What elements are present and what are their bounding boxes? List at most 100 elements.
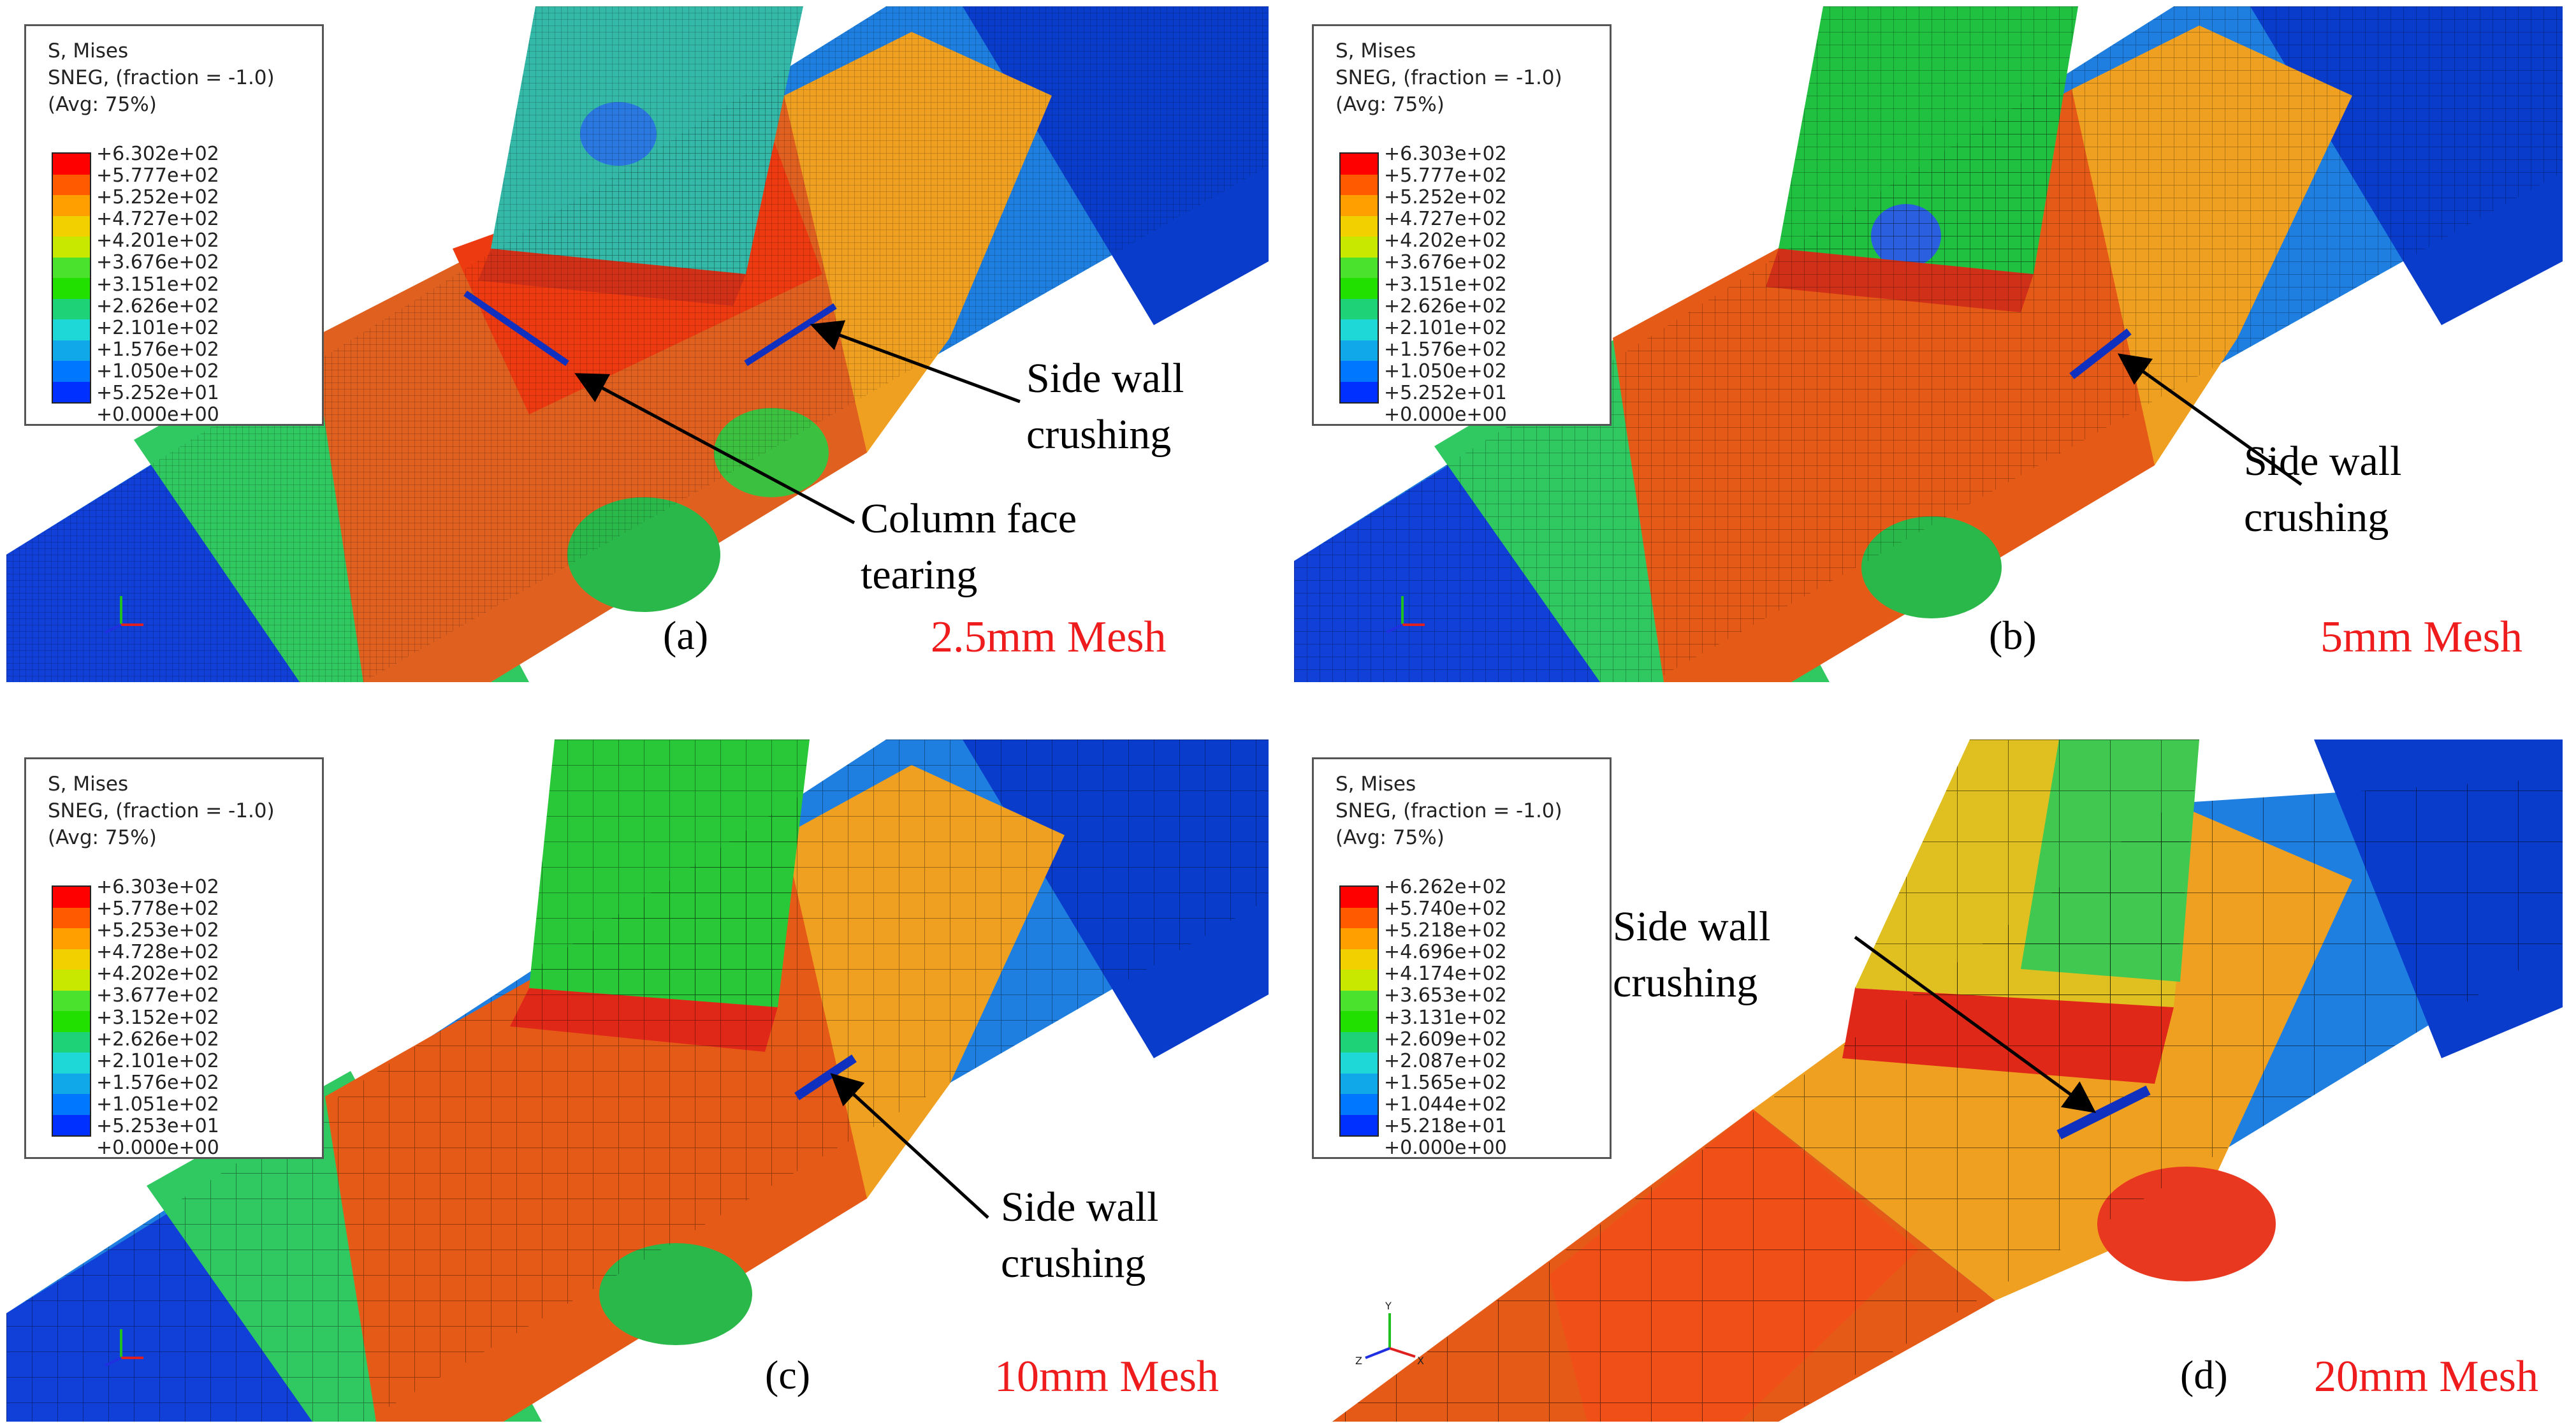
legend-value: +5.218e+01	[1384, 1115, 1507, 1138]
legend-value: +0.000e+00	[96, 404, 219, 426]
color-swatch	[53, 887, 90, 908]
legend-value: +5.740e+02	[1384, 898, 1507, 921]
legend-value: +2.609e+02	[1384, 1028, 1507, 1051]
legend-value: +5.777e+02	[96, 164, 219, 187]
legend-value: +2.101e+02	[1384, 316, 1507, 339]
legend-values: +6.302e+02 +5.777e+02 +5.252e+02 +4.727e…	[96, 143, 219, 426]
legend-value: +1.576e+02	[96, 1071, 219, 1094]
legend-value: +1.051e+02	[96, 1093, 219, 1116]
axis-triad-icon: Y X Z	[1355, 1300, 1424, 1367]
legend-value: +1.050e+02	[1384, 360, 1507, 382]
legend-title: S, Mises	[1335, 40, 1416, 62]
mesh-size-label: 20mm Mesh	[2314, 1352, 2538, 1401]
color-swatch	[53, 907, 90, 928]
color-swatch	[1341, 237, 1378, 258]
mesh-size-label: 2.5mm Mesh	[931, 613, 1167, 662]
legend-value: +5.218e+02	[1384, 919, 1507, 942]
fea-model-render	[1294, 6, 2563, 682]
legend-value: +6.303e+02	[1384, 143, 1507, 165]
legend-value: +5.252e+01	[1384, 382, 1507, 405]
svg-text:Y: Y	[1385, 1300, 1392, 1312]
legend-value: +5.253e+01	[96, 1115, 219, 1138]
color-scale	[52, 885, 91, 1137]
legend-subtitle: SNEG, (fraction = -1.0)	[1335, 799, 1562, 822]
panel-tag: (d)	[2180, 1352, 2228, 1397]
legend-value: +3.152e+02	[96, 1006, 219, 1029]
legend-averaging: (Avg: 75%)	[1335, 826, 1444, 849]
legend-subtitle: SNEG, (fraction = -1.0)	[48, 66, 275, 89]
color-swatch	[53, 278, 90, 299]
mesh-size-label: 5mm Mesh	[2320, 613, 2522, 662]
annotation-side-wall-crushing: Side wall crushing	[1001, 1184, 1159, 1286]
legend-subtitle: SNEG, (fraction = -1.0)	[1335, 66, 1562, 89]
legend-value: +5.252e+01	[96, 382, 219, 405]
legend-value: +3.677e+02	[96, 984, 219, 1007]
panel-b: S, Mises SNEG, (fraction = -1.0) (Avg: 7…	[1294, 6, 2563, 682]
color-swatch	[53, 949, 90, 970]
color-swatch	[53, 970, 90, 991]
legend-value: +2.626e+02	[1384, 295, 1507, 317]
legend-averaging: (Avg: 75%)	[48, 93, 157, 116]
legend-value: +3.151e+02	[96, 273, 219, 296]
legend-value: +4.202e+02	[96, 963, 219, 986]
color-scale	[52, 152, 91, 404]
color-swatch	[53, 1053, 90, 1074]
legend-value: +2.626e+02	[96, 295, 219, 317]
color-scale	[1339, 152, 1379, 404]
color-swatch	[1341, 928, 1378, 949]
color-swatch	[1341, 1011, 1378, 1032]
color-swatch	[1341, 990, 1378, 1011]
legend-value: +3.131e+02	[1384, 1006, 1507, 1029]
legend-values: +6.303e+02 +5.778e+02 +5.253e+02 +4.728e…	[96, 876, 219, 1160]
legend-value: +0.000e+00	[1384, 1137, 1507, 1160]
legend-value: +3.676e+02	[96, 251, 219, 274]
legend-value: +4.201e+02	[96, 229, 219, 252]
color-swatch	[1341, 278, 1378, 299]
axis-triad-icon	[1386, 596, 1425, 634]
color-swatch	[1341, 257, 1378, 278]
legend-value: +5.253e+02	[96, 919, 219, 942]
color-swatch	[53, 1011, 90, 1032]
panel-tag: (a)	[663, 613, 709, 658]
color-swatch	[1341, 907, 1378, 928]
color-swatch	[1341, 361, 1378, 382]
legend-value: +1.576e+02	[96, 338, 219, 361]
color-swatch	[53, 928, 90, 949]
color-swatch	[1341, 215, 1378, 237]
legend-title: S, Mises	[48, 773, 129, 796]
color-swatch	[53, 381, 90, 402]
legend-value: +5.777e+02	[1384, 164, 1507, 187]
legend-value: +2.626e+02	[96, 1028, 219, 1051]
color-swatch	[1341, 1094, 1378, 1115]
color-swatch	[1341, 195, 1378, 216]
panel-c: S, Mises SNEG, (fraction = -1.0) (Avg: 7…	[6, 740, 1269, 1422]
panel-a: S, Mises SNEG, (fraction = -1.0) (Avg: 7…	[6, 6, 1269, 682]
color-swatch	[53, 174, 90, 195]
annotation-side-wall-crushing: Side wall crushing	[2244, 438, 2402, 541]
svg-text:X: X	[1417, 1355, 1424, 1367]
color-swatch	[53, 195, 90, 216]
legend-value: +0.000e+00	[1384, 404, 1507, 426]
legend-value: +3.653e+02	[1384, 984, 1507, 1007]
color-swatch	[53, 340, 90, 361]
legend-value: +3.676e+02	[1384, 251, 1507, 274]
panel-tag: (b)	[1989, 613, 2037, 658]
stress-legend: S, Mises SNEG, (fraction = -1.0) (Avg: 7…	[24, 24, 324, 426]
legend-value: +1.044e+02	[1384, 1093, 1507, 1116]
annotation-column-face-tearing: Column face tearing	[861, 495, 1077, 598]
legend-value: +4.202e+02	[1384, 229, 1507, 252]
legend-value: +0.000e+00	[96, 1137, 219, 1160]
mesh-size-label: 10mm Mesh	[994, 1352, 1219, 1401]
color-swatch	[53, 298, 90, 319]
color-swatch	[53, 237, 90, 258]
panel-tag: (c)	[765, 1352, 811, 1397]
color-swatch	[53, 361, 90, 382]
legend-value: +4.727e+02	[96, 208, 219, 231]
axis-triad-icon	[105, 1329, 143, 1367]
color-swatch	[1341, 340, 1378, 361]
fea-model-render	[6, 6, 1269, 682]
legend-value: +1.050e+02	[96, 360, 219, 382]
color-swatch	[53, 154, 90, 175]
legend-value: +4.696e+02	[1384, 941, 1507, 964]
legend-value: +1.565e+02	[1384, 1071, 1507, 1094]
